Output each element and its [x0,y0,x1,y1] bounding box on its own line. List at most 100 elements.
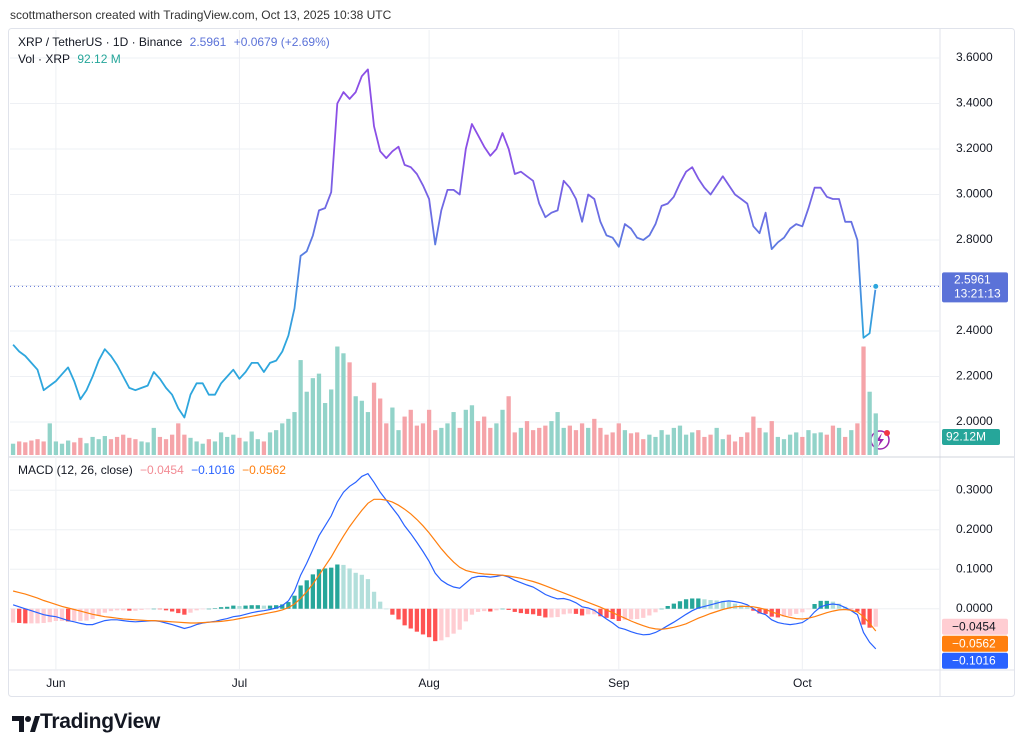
volume-bar [665,434,670,455]
histogram-bar [573,608,579,614]
histogram-bar [433,608,438,642]
histogram-bar [145,608,150,610]
histogram-bar [151,608,156,610]
volume-bar [683,434,689,455]
histogram-bar [384,608,389,610]
price-countdown: 13:21:13 [954,287,1001,301]
volume-bar [763,432,768,455]
histogram-bar [139,608,144,610]
volume-bar [573,430,579,455]
volume-bar [482,416,487,455]
volume-bar [329,389,334,455]
histogram-bar [414,608,420,632]
histogram-bar [439,608,444,641]
volume-bar [243,441,248,455]
price-badge-label: 2.5961 [954,273,991,287]
histogram-bar [133,608,138,611]
volume-bar [745,432,750,455]
volume-bar [812,433,817,455]
volume-title: Vol · XRP [18,52,71,66]
volume-bar [182,434,187,455]
volume-bar [775,436,781,455]
histogram-bar [592,608,597,615]
histogram-bar [280,604,285,609]
volume-bar [824,434,829,455]
histogram-bar [561,608,566,615]
volume-bar [65,440,71,455]
volume-badge-label: 92.12M [946,430,986,444]
volume-bar [818,432,823,455]
histogram-bar [206,608,211,610]
volume-bar [402,416,407,455]
histogram-bar [365,579,371,609]
volume-bar [121,434,126,455]
histogram-bar [677,601,683,609]
histogram-bar [812,604,817,609]
volume-bar [757,427,762,455]
volume-bar [231,434,236,455]
volume-bar [781,439,787,455]
brand-logo [12,716,40,732]
volume-bar [163,439,169,455]
histogram-bar [506,608,511,610]
volume-bar [500,409,505,455]
volume-bar [445,423,450,455]
volume-bar [720,439,725,455]
volume-bar [188,437,193,455]
macd-badge [942,635,1008,652]
volume-bar [347,362,352,455]
volume-bar [604,434,609,455]
volume-bar [78,437,83,455]
volume-bar [579,423,585,455]
volume-bar [549,421,554,455]
histogram-bar [751,608,756,611]
histogram-bar [683,599,689,609]
y-tick-label: 0.2000 [956,522,993,536]
signal-line [12,498,877,632]
histogram-bar [800,608,805,613]
y-tick-label: 3.4000 [956,96,993,110]
histogram-bar [102,608,107,613]
histogram-bar [59,608,65,622]
histogram-bar [78,608,83,622]
histogram-bar [524,608,530,614]
volume-bar [671,427,676,455]
volume-bar [390,407,395,455]
volume-bar [769,421,774,455]
histogram-bar [628,608,634,620]
volume-bar [567,425,572,455]
histogram-bar [396,608,401,620]
y-tick-label: 2.8000 [956,232,993,246]
volume-bar [371,382,377,455]
histogram-bar [402,608,407,626]
volume-bar [732,441,738,455]
volume-bar [861,346,866,455]
volume-bar [787,434,793,455]
histogram-bar [818,600,823,609]
volume-bar [641,439,646,455]
histogram-bar [96,608,101,616]
volume-bar [396,430,401,455]
histogram-bar [604,608,609,618]
histogram-bar [218,607,224,609]
histogram-bar [555,608,560,618]
volume-bar [543,425,548,455]
symbol-title: XRP / TetherUS · 1D · Binance [18,35,183,49]
histogram-bar [420,608,426,635]
volume-bar [35,439,40,455]
histogram-bar [702,599,707,609]
volume-bar [659,430,664,455]
histogram-bar [329,567,334,609]
volume-bar [702,436,707,455]
volume-bar [108,439,114,455]
y-tick-label: 2.0000 [956,414,993,428]
x-tick-label: Aug [418,676,439,690]
histogram-bar [108,608,114,612]
header: scottmatherson created with TradingView.… [10,8,392,22]
chart-frame [8,28,1015,697]
histogram-bar [830,601,836,609]
volume-bar [274,430,279,455]
histogram-bar [665,605,670,609]
histogram-bar [714,600,719,609]
